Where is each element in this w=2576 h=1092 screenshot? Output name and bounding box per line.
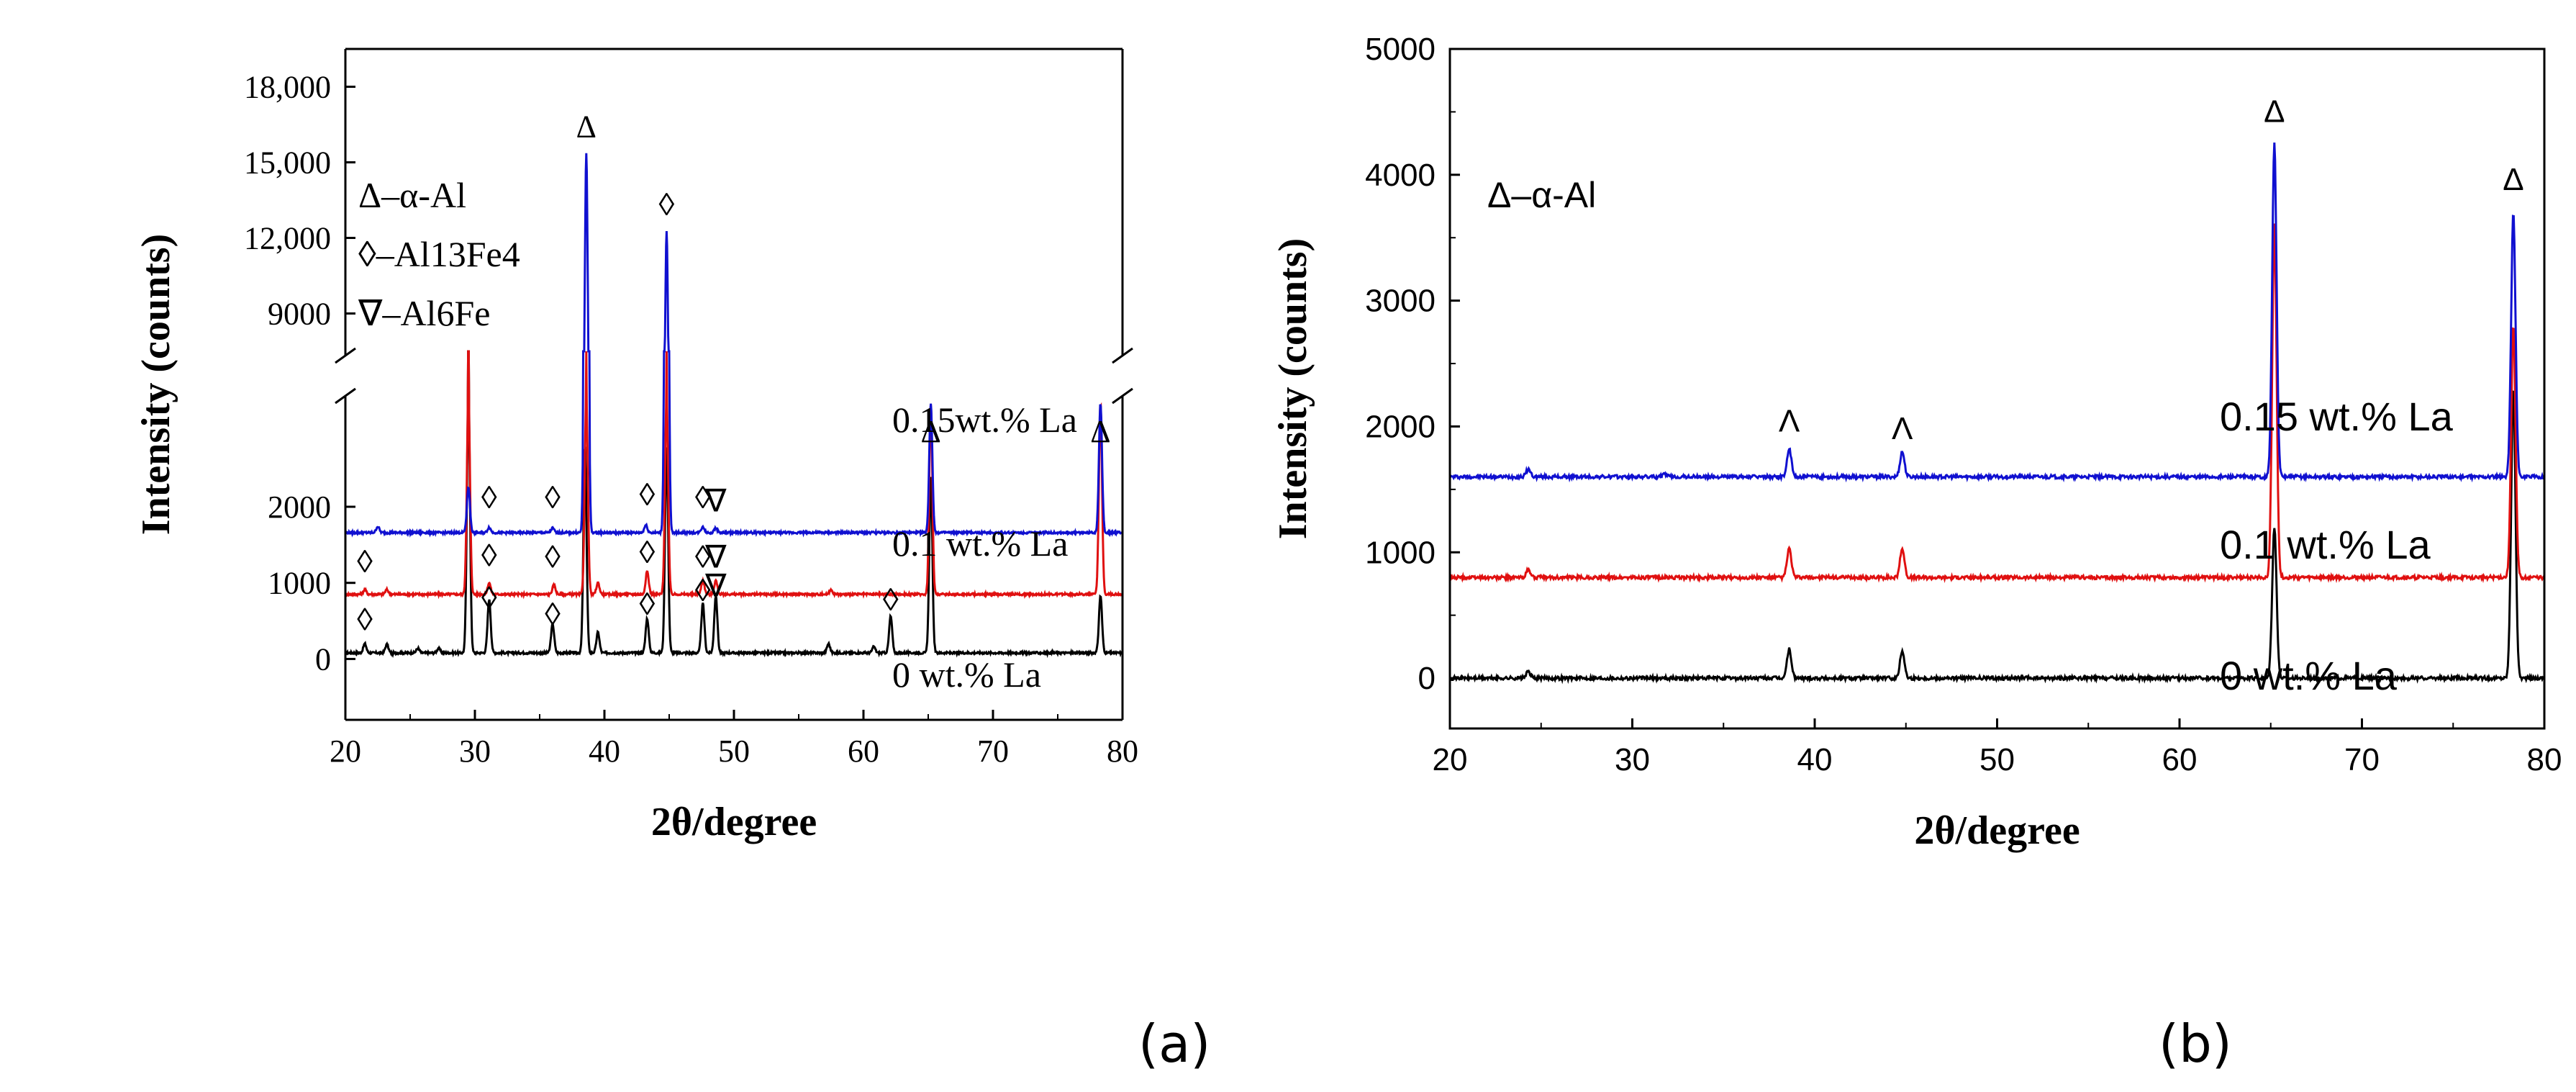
y-tick-label-a: 15,000 xyxy=(244,145,331,181)
phase-marker-a: ◊ xyxy=(640,477,656,513)
x-tick-label-a: 30 xyxy=(459,734,491,769)
axis-break-mark xyxy=(1112,387,1133,405)
x-axis-label-a: 2θ/degree xyxy=(651,800,817,844)
y-tick-label-b: 5000 xyxy=(1365,32,1436,67)
y-tick-label-b: 4000 xyxy=(1365,158,1436,193)
y-tick-label-b: 2000 xyxy=(1365,409,1436,444)
caption-a: (a) xyxy=(1138,1014,1211,1074)
y-tick-label-b: 1000 xyxy=(1365,535,1436,570)
phase-marker-a: ◊ xyxy=(640,587,656,622)
y-tick-label-a: 0 xyxy=(315,641,331,677)
legend-item-a: ∇–Al6Fe xyxy=(358,293,490,333)
phase-marker-b: Δ xyxy=(2264,94,2285,129)
y-tick-label-a: 1000 xyxy=(268,566,331,601)
x-tick-label-a: 50 xyxy=(718,734,750,769)
y-tick-label-a: 18,000 xyxy=(244,70,331,105)
x-tick-label-b: 80 xyxy=(2527,742,2562,777)
phase-marker-a: ◊ xyxy=(545,480,561,515)
phase-marker-a: ◊ xyxy=(695,480,711,515)
phase-marker-a: ◊ xyxy=(883,582,899,618)
x-tick-label-a: 70 xyxy=(977,734,1009,769)
axis-break-mark xyxy=(335,347,356,364)
series-label-b: 0 wt.% La xyxy=(2220,653,2398,698)
series-line-a-0 xyxy=(345,350,1123,659)
x-tick-label-b: 60 xyxy=(2162,742,2198,777)
axis-break-mark xyxy=(1112,347,1133,364)
caption-b: (b) xyxy=(2159,1014,2232,1074)
y-tick-label-a: 12,000 xyxy=(244,221,331,256)
x-tick-label-b: 40 xyxy=(1797,742,1833,777)
phase-marker-a: ◊ xyxy=(640,535,656,570)
series-line-b-0 xyxy=(1450,389,2544,685)
y-tick-label-a: 9000 xyxy=(268,297,331,332)
legend-item-a: Δ–α-Al xyxy=(358,175,466,215)
phase-marker-a: ◊ xyxy=(357,602,373,637)
axis-break-mark xyxy=(335,387,356,405)
panel-b: 20 30 40 50 60 70 80 0 1000 2000 3000 4000 5000 2θ/de… xyxy=(1271,32,2562,853)
phase-marker-a: ◊ xyxy=(695,540,711,575)
series-label-b: 0.1 wt.% La xyxy=(2220,522,2431,567)
phase-marker-b: Δ xyxy=(2503,162,2523,197)
phase-marker-a: ◊ xyxy=(695,573,711,608)
series-line-b-2 xyxy=(1450,142,2544,483)
plot-frame-b xyxy=(1448,48,2546,730)
x-tick-label-a: 80 xyxy=(1107,734,1138,769)
phase-marker-a: Δ xyxy=(920,414,940,449)
phase-marker-a: ◊ xyxy=(659,187,675,222)
y-axis-label-b: Intensity (counts) xyxy=(1271,238,1315,539)
y-tick-label-a: 2000 xyxy=(268,489,331,525)
y-tick-label-b: 3000 xyxy=(1365,284,1436,319)
phase-marker-a: ◊ xyxy=(481,480,497,515)
series-label-a: 0.15wt.% La xyxy=(892,400,1077,440)
x-tick-label-a: 40 xyxy=(589,734,620,769)
series-line-a-2 xyxy=(345,153,1123,538)
y-axis-label-a: Intensity (counts) xyxy=(134,234,178,535)
series-label-a: 0.1 wt.% La xyxy=(892,523,1068,564)
phase-marker-a: ◊ xyxy=(481,581,497,616)
x-tick-label-b: 70 xyxy=(2344,742,2380,777)
phase-marker-a: ◊ xyxy=(481,538,497,573)
phase-marker-a: ◊ xyxy=(545,597,561,632)
y-tick-label-b: 0 xyxy=(1418,661,1436,696)
x-axis-label-b: 2θ/degree xyxy=(1914,808,2080,853)
phase-marker-a: ∇ xyxy=(704,540,727,575)
series-label-b: 0.15 wt.% La xyxy=(2220,394,2454,439)
x-tick-label-b: 20 xyxy=(1433,742,1468,777)
phase-marker-a: ◊ xyxy=(357,544,373,579)
x-tick-label-b: 30 xyxy=(1615,742,1650,777)
phase-marker-a: Δ xyxy=(576,109,597,145)
phase-marker-a: Δ xyxy=(1090,414,1110,449)
x-tick-label-a: 60 xyxy=(848,734,879,769)
panel-a: 20 30 40 50 60 70 80 0 1000 2000 9000 12,000 15,000 1… xyxy=(134,48,1138,844)
legend-item-b: Δ–α-Al xyxy=(1487,175,1596,215)
series-line-b-1 xyxy=(1450,223,2544,584)
legend-item-a: ◊–Al13Fe4 xyxy=(358,234,520,274)
series-line-a-1 xyxy=(345,350,1123,600)
phase-marker-a: ∇ xyxy=(704,483,727,518)
phase-marker-a: ∇ xyxy=(704,569,727,604)
x-tick-label-b: 50 xyxy=(1979,742,2015,777)
series-label-a: 0 wt.% La xyxy=(892,654,1041,695)
x-tick-label-a: 20 xyxy=(330,734,361,769)
phase-marker-a: ◊ xyxy=(545,540,561,575)
phase-marker-b: Λ xyxy=(1779,403,1800,438)
phase-marker-b: Λ xyxy=(1892,411,1913,446)
